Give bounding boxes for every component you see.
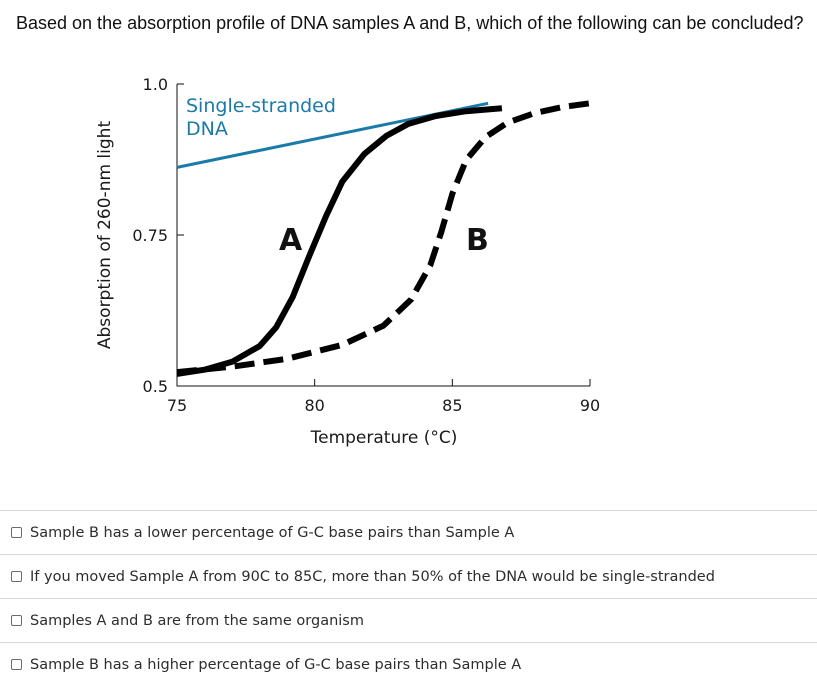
single-stranded-dna-label-line-2: DNA bbox=[186, 118, 228, 140]
answer-options: Sample B has a lower percentage of G-C b… bbox=[0, 510, 817, 686]
series-sample-a-curve bbox=[177, 108, 502, 374]
y-tick-label-0.5: 0.5 bbox=[143, 377, 168, 396]
checkbox-3[interactable] bbox=[11, 615, 22, 626]
option-label-3: Samples A and B are from the same organi… bbox=[30, 613, 364, 629]
curve-a-label: A bbox=[279, 223, 303, 258]
absorption-chart: 1.0 0.75 0.575 80 85 90 Temperature (°C) Absorp… bbox=[0, 0, 817, 500]
option-3[interactable]: Samples A and B are from the same organi… bbox=[0, 598, 817, 642]
checkbox-1[interactable] bbox=[11, 527, 22, 538]
checkbox-4[interactable] bbox=[11, 659, 22, 670]
option-label-4: Sample B has a higher percentage of G-C … bbox=[30, 657, 521, 673]
x-tick-label-75: 75 bbox=[167, 396, 187, 415]
y-tick-label-1.0: 1.0 bbox=[143, 75, 168, 94]
option-2[interactable]: If you moved Sample A from 90 C to 85 C,… bbox=[0, 554, 817, 598]
x-tick-label-90: 90 bbox=[580, 396, 600, 415]
single-stranded-dna-label: Single-stranded DNA bbox=[186, 95, 336, 140]
y-tick-label-0.75: 0.75 bbox=[132, 226, 168, 245]
x-axis-label: Temperature (°C) bbox=[310, 428, 458, 448]
option-label-1: Sample B has a lower percentage of G-C b… bbox=[30, 525, 514, 541]
option-label-2: If you moved Sample A from 90 C to 85 C,… bbox=[30, 568, 715, 585]
checkbox-2[interactable] bbox=[11, 571, 22, 582]
option-1[interactable]: Sample B has a lower percentage of G-C b… bbox=[0, 510, 817, 554]
option-4[interactable]: Sample B has a higher percentage of G-C … bbox=[0, 642, 817, 686]
y-axis-label: Absorption of 260-nm light bbox=[95, 121, 115, 350]
x-tick-label-80: 80 bbox=[304, 396, 324, 415]
curve-b-label: B bbox=[466, 223, 489, 258]
x-tick-label-85: 85 bbox=[442, 396, 462, 415]
series-sample-b-curve bbox=[177, 103, 590, 372]
single-stranded-dna-label-line-1: Single-stranded bbox=[186, 95, 336, 117]
